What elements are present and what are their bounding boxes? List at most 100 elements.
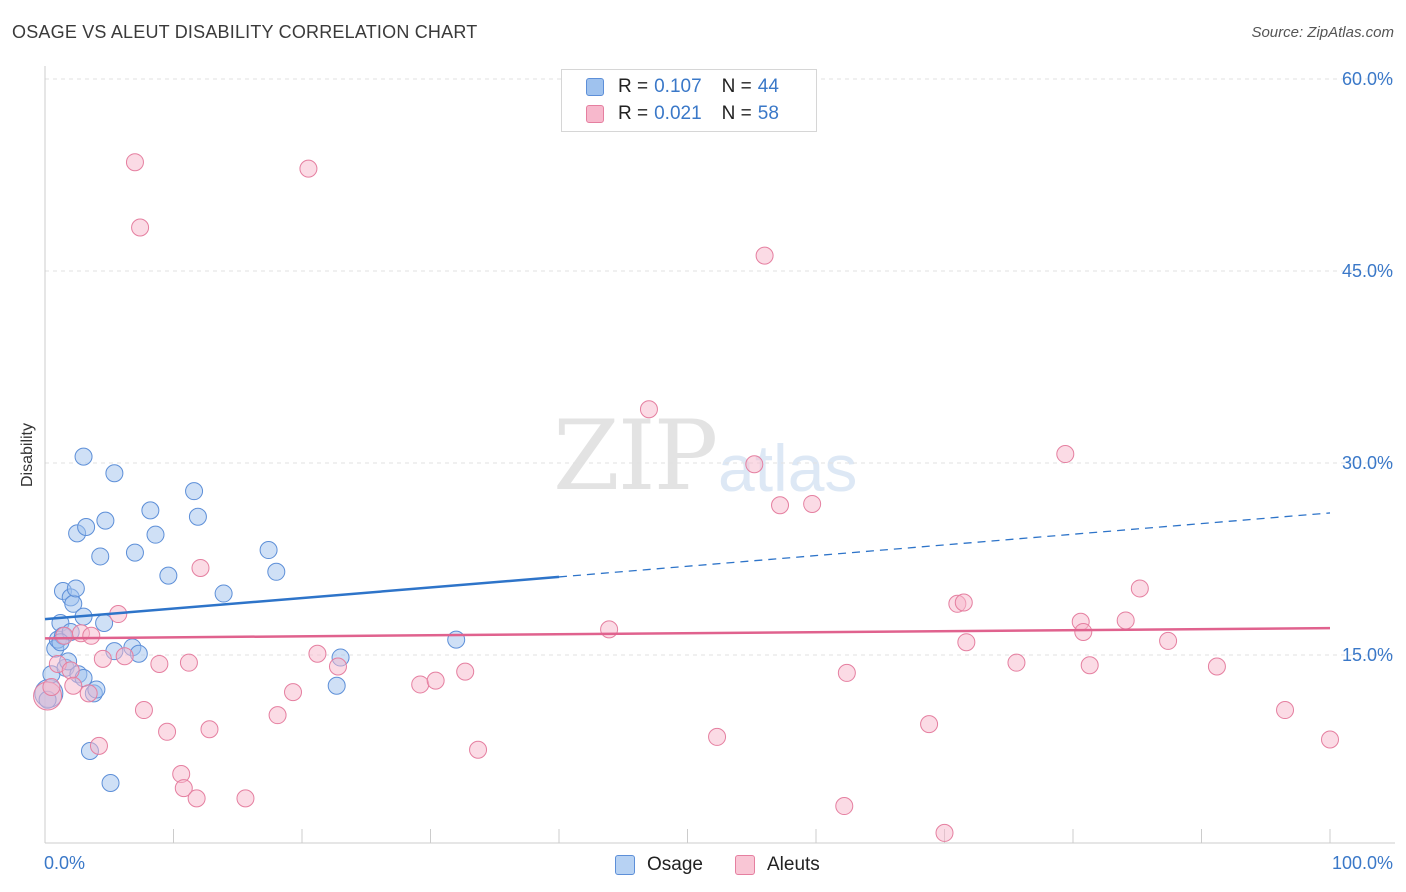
aleuts-point <box>200 720 219 739</box>
osage-point <box>125 543 144 562</box>
osage-point <box>101 774 120 792</box>
legend-n-label: N = <box>721 103 752 124</box>
aleuts-point <box>93 649 112 668</box>
aleuts-point <box>236 789 255 808</box>
aleuts-point <box>55 626 74 645</box>
osage-point <box>259 541 278 560</box>
source-label: Source: ZipAtlas.com <box>1251 24 1394 41</box>
aleuts-point <box>426 671 445 690</box>
aleuts-point <box>639 400 658 419</box>
x-tick-label: 0.0% <box>44 853 85 873</box>
osage-point <box>77 518 96 536</box>
osage-point <box>447 630 466 649</box>
aleuts-point <box>158 722 177 741</box>
aleuts-point <box>755 246 774 265</box>
aleuts-point <box>957 633 976 652</box>
osage-trend-line <box>44 575 560 621</box>
aleuts-point <box>1276 701 1295 720</box>
osage-point <box>74 447 93 466</box>
aleuts-trend-line <box>44 626 1331 640</box>
aleuts-point <box>61 661 80 680</box>
legend-r-value: 0.021 <box>654 103 702 124</box>
legend-r-value: 0.107 <box>654 76 702 97</box>
aleuts-point <box>42 678 61 696</box>
aleuts-point <box>771 496 790 515</box>
legend-r-label: R = <box>618 76 649 97</box>
aleuts-point <box>115 647 134 666</box>
aleuts-point <box>803 494 822 513</box>
osage-point <box>327 676 346 695</box>
aleuts-point <box>328 657 347 676</box>
y-tick-label: 30.0% <box>1342 453 1393 473</box>
x-tick-label: 100.0% <box>1332 853 1393 873</box>
aleuts-point <box>131 218 150 237</box>
legend-row-osage: R = 0.107 N = 44 <box>586 75 779 99</box>
osage-point <box>146 525 165 544</box>
osage-point <box>91 547 110 566</box>
osage-point <box>188 507 207 526</box>
y-tick-label: 45.0% <box>1342 261 1393 281</box>
aleuts-point <box>1080 656 1099 675</box>
legend-swatch-aleuts <box>586 105 604 123</box>
bottom-legend-osage: Osage <box>615 853 703 877</box>
aleuts-point <box>1207 657 1226 676</box>
y-tick-label: 60.0% <box>1342 69 1393 89</box>
aleuts-point <box>935 823 954 842</box>
aleuts-point <box>745 455 764 474</box>
aleuts-point <box>1321 730 1339 749</box>
aleuts-point <box>191 558 210 577</box>
bottom-legend-label-osage: Osage <box>647 854 703 875</box>
aleuts-point <box>1056 445 1075 464</box>
aleuts-point <box>82 626 101 645</box>
aleuts-point <box>187 789 206 808</box>
legend-n-value: 58 <box>757 103 779 124</box>
osage-point <box>159 566 178 585</box>
osage-point <box>214 584 233 603</box>
aleuts-point <box>1130 579 1149 598</box>
osage-point <box>185 482 204 501</box>
bottom-legend-swatch-aleuts <box>735 855 755 875</box>
aleuts-point <box>1007 653 1026 672</box>
legend-r-label: R = <box>618 103 649 124</box>
legend-row-aleuts: R = 0.021 N = 58 <box>586 102 779 126</box>
osage-point <box>96 511 115 530</box>
aleuts-point <box>708 727 727 746</box>
aleuts-point <box>125 153 144 172</box>
aleuts-point <box>308 644 327 663</box>
osage-point <box>267 562 286 581</box>
aleuts-point <box>284 683 303 702</box>
aleuts-point <box>134 701 153 720</box>
aleuts-point <box>1116 611 1135 630</box>
osage-trend-extension <box>558 512 1331 578</box>
bottom-legend-aleuts: Aleuts <box>735 853 820 877</box>
legend-swatch-osage <box>586 78 604 96</box>
aleuts-point <box>79 684 98 703</box>
aleuts-point <box>179 653 198 672</box>
aleuts-point <box>600 620 619 639</box>
aleuts-point <box>835 797 854 816</box>
aleuts-point <box>469 740 488 759</box>
aleuts-point <box>954 593 973 612</box>
aleuts-point <box>920 715 939 734</box>
aleuts-point <box>456 662 475 681</box>
legend-n-value: 44 <box>757 76 779 97</box>
y-tick-label: 15.0% <box>1342 645 1393 665</box>
aleuts-point <box>174 779 193 798</box>
aleuts-point <box>89 736 108 755</box>
watermark-atlas: atlas <box>718 431 858 505</box>
aleuts-point <box>1074 622 1093 641</box>
aleuts-point <box>150 654 169 673</box>
osage-point <box>66 579 85 598</box>
osage-point <box>141 501 160 520</box>
aleuts-point <box>837 663 856 682</box>
bottom-legend-swatch-osage <box>615 855 635 875</box>
aleuts-point <box>64 676 83 695</box>
bottom-legend-label-aleuts: Aleuts <box>767 854 820 875</box>
aleuts-point <box>299 159 318 178</box>
osage-point <box>105 464 124 483</box>
aleuts-point <box>411 675 430 694</box>
correlation-legend: R = 0.107 N = 44 R = 0.021 N = 58 <box>561 69 817 132</box>
aleuts-point <box>268 706 287 725</box>
legend-n-label: N = <box>721 76 752 97</box>
